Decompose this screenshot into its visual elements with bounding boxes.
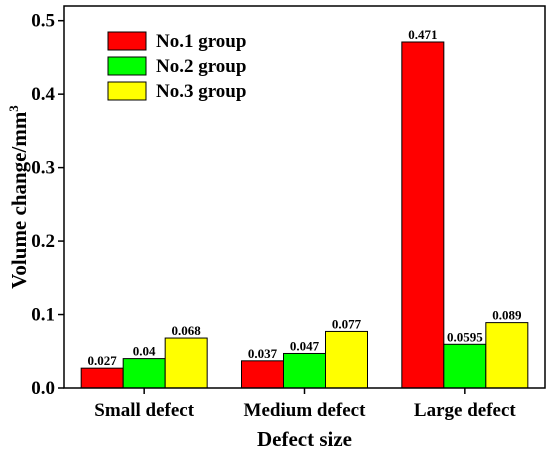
bar-value-label: 0.068 — [172, 323, 202, 338]
bar — [443, 343, 487, 389]
bar-value-label: 0.077 — [332, 316, 362, 331]
legend-label: No.1 group — [156, 31, 246, 52]
x-categories-layer: Small defect Medium defect Large defect — [94, 388, 516, 421]
legend-label: No.3 group — [156, 81, 246, 102]
bar-value-label: 0.047 — [290, 338, 320, 353]
y-axis-title: Volume change/mm3 — [6, 105, 31, 289]
bar-value-label: 0.0595 — [447, 329, 483, 344]
y-axis-title-main: Volume change/mm — [7, 111, 31, 289]
y-tick-label: 0.4 — [31, 84, 55, 105]
legend: No.1 group No.2 group No.3 group — [107, 31, 246, 102]
legend-swatch — [107, 56, 147, 76]
bar — [122, 358, 166, 389]
x-category-label: Large defect — [414, 400, 516, 421]
bar-value-label: 0.089 — [492, 308, 522, 323]
legend-swatch — [107, 31, 147, 51]
bar — [80, 367, 124, 389]
bars-layer — [80, 41, 529, 389]
legend-swatch — [107, 81, 147, 101]
y-axis-title-superscript: 3 — [6, 105, 21, 112]
data-labels-layer: 0.027 0.04 0.068 0.037 0.047 0.077 0.471 0.0595… — [88, 27, 522, 368]
bar — [401, 41, 445, 389]
bar — [325, 330, 368, 389]
x-category-label: Small defect — [94, 400, 194, 421]
bar — [485, 322, 529, 389]
bar-value-label: 0.027 — [88, 353, 118, 368]
y-tick-label: 0.1 — [31, 305, 55, 326]
y-tick-label: 0.3 — [31, 158, 55, 179]
y-tick-label: 0.2 — [31, 231, 55, 252]
x-category-label: Medium defect — [244, 400, 367, 421]
y-tick-label: 0.5 — [31, 11, 55, 32]
x-axis-title: Defect size — [257, 427, 352, 451]
legend-label: No.2 group — [156, 56, 246, 77]
bar-value-label: 0.04 — [133, 344, 156, 359]
bar-value-label: 0.471 — [408, 27, 437, 42]
y-ticks-layer: 0.0 0.1 0.2 0.3 0.4 0.5 — [31, 11, 64, 399]
bar — [241, 360, 284, 389]
bar — [164, 337, 208, 389]
y-tick-label: 0.0 — [31, 378, 55, 399]
bar-value-label: 0.037 — [248, 346, 278, 361]
bar — [283, 352, 326, 389]
